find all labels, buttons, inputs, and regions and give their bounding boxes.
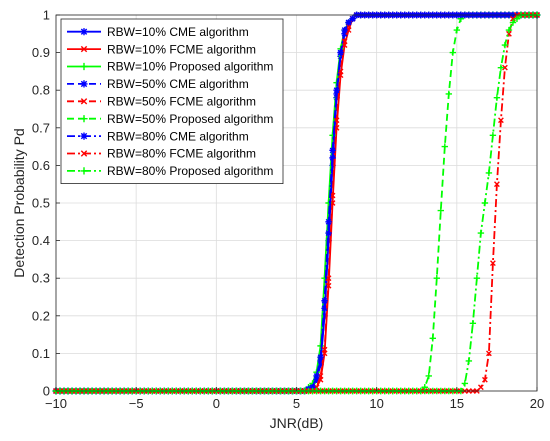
legend-box [60, 18, 284, 185]
data-point-marker [321, 346, 328, 353]
data-point-marker [513, 15, 521, 22]
data-point-marker [429, 335, 436, 342]
data-point-marker [325, 275, 332, 282]
data-point-marker [481, 376, 488, 383]
data-point-marker [329, 154, 336, 162]
y-tick-label: 0.3 [32, 271, 50, 286]
data-point-marker [80, 132, 88, 140]
data-point-marker [501, 41, 509, 49]
data-point-marker [493, 94, 501, 101]
x-axis-label: JNR(dB) [270, 415, 324, 431]
legend-label: RBW=50% Proposed algorithm [107, 112, 273, 126]
legend-item: RBW=10% CME algorithm [67, 25, 249, 39]
data-point-marker [333, 90, 340, 98]
data-point-marker [494, 181, 500, 188]
legend-item: RBW=80% FCME algorithm [67, 147, 256, 161]
data-point-marker [490, 260, 496, 267]
data-point-marker [509, 19, 517, 26]
y-tick-label: 0 [43, 384, 50, 399]
data-point-marker [497, 64, 505, 71]
data-point-marker [461, 380, 469, 387]
data-point-marker [313, 376, 320, 383]
data-point-marker [333, 87, 340, 94]
legend-item: RBW=10% Proposed algorithm [67, 60, 273, 74]
y-tick-label: 0.4 [32, 233, 50, 248]
y-tick-label: 0.7 [32, 120, 50, 135]
data-point-marker [329, 147, 336, 154]
data-point-marker [80, 45, 88, 53]
data-point-marker [465, 357, 473, 365]
data-point-marker [481, 199, 489, 207]
x-tick-label: 5 [293, 396, 300, 411]
legend-label: RBW=10% FCME algorithm [107, 42, 256, 56]
legend-label: RBW=80% CME algorithm [107, 129, 249, 143]
data-point-marker [502, 64, 508, 71]
data-point-marker [349, 15, 356, 22]
x-tick-label: 10 [369, 396, 383, 411]
legend-label: RBW=50% FCME algorithm [107, 95, 256, 109]
legend: RBW=10% CME algorithm RBW=10% FCME algori… [60, 18, 284, 185]
data-point-marker [80, 98, 88, 105]
data-point-marker [486, 350, 492, 357]
data-point-marker [498, 117, 504, 124]
data-point-marker [80, 115, 88, 123]
data-point-marker [337, 49, 344, 56]
data-point-marker [453, 26, 461, 34]
data-point-marker [313, 372, 320, 380]
data-point-marker [489, 132, 497, 139]
data-point-marker [345, 19, 352, 26]
x-tick-label: −10 [45, 396, 67, 411]
legend-item: RBW=80% Proposed algorithm [67, 164, 273, 178]
data-point-marker [445, 90, 453, 98]
y-tick-label: 0.9 [32, 45, 50, 60]
data-point-marker [477, 229, 485, 237]
axis-ticks: −10 −5 0 5 10 15 20 0 0.1 0.2 0.3 0.4 0.5 0.6 0.7 0.8 0.… [32, 8, 544, 412]
data-point-marker [477, 384, 484, 391]
data-point-marker [473, 275, 481, 282]
y-tick-label: 0.8 [32, 83, 50, 98]
data-point-marker [80, 80, 88, 88]
x-tick-label: 15 [450, 396, 464, 411]
data-point-marker [425, 372, 432, 380]
legend-item: RBW=50% Proposed algorithm [67, 112, 273, 126]
data-point-marker [449, 49, 457, 56]
data-point-marker [441, 143, 449, 150]
y-tick-label: 0.2 [32, 308, 50, 323]
data-point-marker [317, 353, 324, 361]
legend-item: RBW=10% FCME algorithm [67, 42, 256, 56]
y-tick-label: 1 [43, 8, 50, 23]
legend-item: RBW=80% CME algorithm [67, 129, 249, 143]
legend-label: RBW=80% Proposed algorithm [107, 164, 273, 178]
data-point-marker [325, 218, 332, 225]
data-point-marker [437, 207, 444, 214]
data-point-marker [309, 384, 316, 391]
data-point-marker [325, 237, 332, 244]
legend-label: RBW=10% Proposed algorithm [107, 60, 273, 74]
data-point-marker [469, 320, 477, 327]
legend-item: RBW=50% FCME algorithm [67, 95, 256, 109]
y-axis-label: Detection Probability Pd [11, 128, 27, 277]
data-point-marker [485, 169, 493, 177]
data-point-marker [80, 28, 88, 36]
data-point-marker [321, 297, 328, 304]
legend-item: RBW=50% CME algorithm [67, 77, 249, 91]
data-point-marker [433, 275, 440, 282]
y-tick-label: 0.1 [32, 346, 50, 361]
y-tick-label: 0.6 [32, 158, 50, 173]
data-point-marker [80, 62, 88, 71]
data-point-marker [80, 167, 88, 175]
data-point-marker [505, 26, 513, 34]
data-point-marker [341, 26, 348, 34]
legend-label: RBW=50% CME algorithm [107, 77, 249, 91]
x-tick-label: 20 [530, 396, 544, 411]
x-tick-label: −5 [129, 396, 144, 411]
x-tick-label: 0 [213, 396, 220, 411]
legend-label: RBW=80% FCME algorithm [107, 147, 256, 161]
data-point-marker [80, 150, 88, 157]
y-tick-label: 0.5 [32, 196, 50, 211]
legend-label: RBW=10% CME algorithm [107, 25, 249, 39]
